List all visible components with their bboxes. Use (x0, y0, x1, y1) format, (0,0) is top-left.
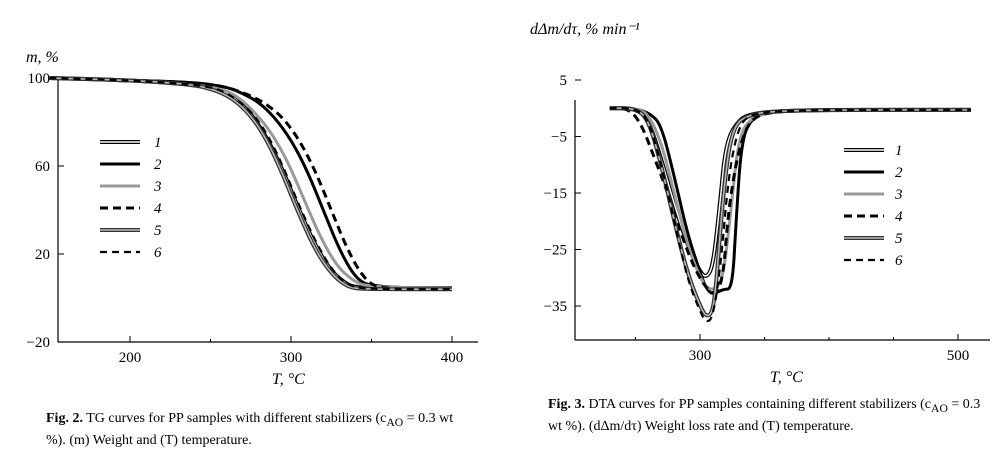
figure-3-caption: Fig. 3. DTA curves for PP samples contai… (548, 396, 988, 436)
tg-x-axis-label: T, °C (272, 371, 305, 388)
tg-legend-label: 5 (154, 223, 162, 239)
tg-series-3 (49, 76, 453, 290)
tg-axes: 200 300 400 100 60 20 −20 (27, 71, 478, 366)
figure-3-rest: = 0.3 wt %). (dΔm/dτ) Weight loss rate a… (548, 397, 981, 434)
tg-y-axis-label: m, % (26, 49, 59, 66)
dta-x-tick-label: 500 (947, 348, 970, 364)
figure-2-rest: = 0.3 wt %). (m) Weight and (T) temperat… (46, 411, 454, 448)
dta-series-line-3 (609, 106, 971, 291)
dta-x-axis-label: T, °C (770, 369, 803, 386)
tg-y-tick-label: 100 (28, 71, 51, 87)
dta-legend: 1 2 3 4 5 6 (844, 143, 903, 269)
dta-legend-item-3: 3 (844, 187, 903, 203)
tg-legend-label: 2 (154, 157, 162, 173)
dta-legend-item-2: 2 (844, 165, 903, 181)
tg-legend-item-5: 5 (100, 223, 162, 239)
tg-legend-label: 6 (154, 245, 162, 261)
tg-legend-label: 1 (154, 135, 162, 151)
tg-x-tick-label: 300 (280, 350, 303, 366)
dta-series-6 (609, 107, 971, 323)
tg-y-tick-label: 20 (35, 247, 50, 263)
dta-axes: 300 500 5 −5 −15 −25 −35 (544, 73, 990, 364)
figure-3-sub: AO (931, 401, 948, 415)
dta-legend-label: 6 (895, 253, 903, 269)
dta-legend-label: 4 (895, 209, 903, 225)
dta-legend-item-1: 1 (844, 143, 903, 159)
tg-y-tick-label: −20 (27, 335, 50, 351)
dta-legend-label: 5 (895, 231, 903, 247)
dta-series-2 (609, 106, 971, 295)
dta-y-axis-label: dΔm/dτ, % min⁻¹ (530, 21, 640, 38)
tg-y-tick-label: 60 (35, 159, 50, 175)
tg-series-line-6 (49, 76, 452, 291)
tg-legend-item-2: 2 (100, 157, 162, 173)
dta-y-tick-label: −35 (544, 299, 567, 315)
dta-chart: dΔm/dτ, % min⁻¹ T, °C 300 500 5 −5 −15 −25 −35… (530, 21, 990, 386)
figure-2-sub: AO (386, 415, 404, 429)
dta-y-tick-label: −25 (544, 243, 567, 259)
tg-legend-item-6: 6 (100, 245, 162, 261)
dta-legend-item-6: 6 (844, 253, 903, 269)
tg-legend-item-4: 4 (100, 201, 162, 217)
dta-legend-item-4: 4 (844, 209, 903, 225)
tg-legend-item-3: 3 (100, 179, 162, 195)
dta-x-tick-label: 300 (689, 348, 712, 364)
tg-series-line-3 (49, 76, 453, 290)
figure-3-text: DTA curves for PP samples containing dif… (588, 397, 932, 412)
tg-x-tick-label: 400 (441, 350, 464, 366)
dta-y-tick-label: −5 (551, 130, 567, 146)
tg-legend-label: 3 (153, 179, 162, 195)
tg-series-6 (49, 76, 452, 291)
dta-y-tick-label: −15 (544, 186, 567, 202)
dta-series-group (609, 106, 971, 323)
dta-series-3 (609, 106, 971, 291)
dta-series-4 (609, 106, 971, 295)
figure-3-label: Fig. 3. (548, 397, 585, 412)
tg-x-tick-label: 200 (119, 350, 142, 366)
dta-series-line-6 (609, 107, 971, 323)
figure-2-label: Fig. 2. (46, 411, 83, 426)
tg-series-group (49, 76, 453, 292)
dta-series-line-4 (609, 106, 971, 295)
dta-legend-label: 3 (894, 187, 903, 203)
tg-series-line-4 (49, 76, 452, 291)
tg-series-4 (49, 76, 452, 291)
dta-legend-label: 2 (895, 165, 903, 181)
tg-legend-item-1: 1 (100, 135, 162, 151)
dta-legend-label: 1 (895, 143, 903, 159)
dta-series-line-2 (609, 106, 971, 295)
tg-chart: m, % T, °C 200 300 400 100 60 20 −20 1 2 3 4 5 6 (26, 49, 478, 388)
tg-legend: 1 2 3 4 5 6 (100, 135, 162, 261)
dta-legend-item-5: 5 (844, 231, 903, 247)
dta-y-tick-label: 5 (560, 73, 568, 89)
figure-2-text: TG curves for PP samples with different … (86, 411, 387, 426)
tg-legend-label: 4 (154, 201, 162, 217)
figure-2-caption: Fig. 2. TG curves for PP samples with di… (46, 410, 476, 450)
